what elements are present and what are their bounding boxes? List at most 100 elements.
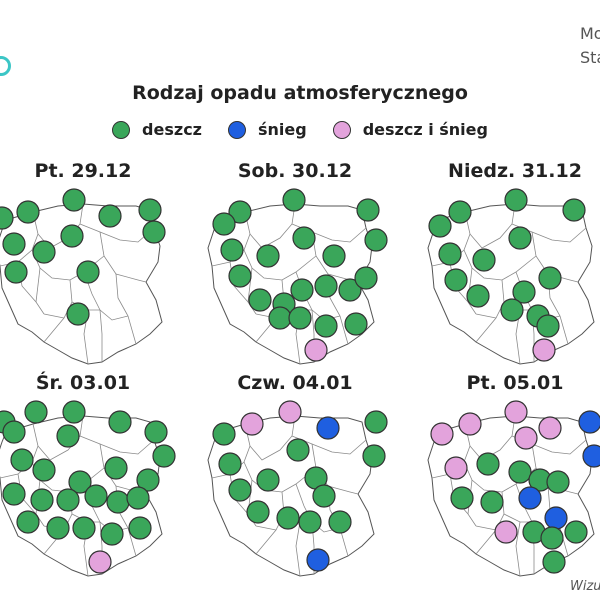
- poland-map: [207, 188, 388, 365]
- corner-text: Mo Sta: [580, 22, 600, 70]
- station-marker-deszcz: [438, 242, 462, 266]
- panel-date: Pt. 29.12: [34, 160, 132, 182]
- station-marker-deszcz: [322, 244, 346, 268]
- poland-outline: [0, 203, 163, 365]
- station-marker-deszcz-i-snieg: [278, 400, 302, 424]
- station-marker-deszcz: [504, 188, 528, 212]
- voivodeship-border: [99, 309, 103, 362]
- map-panel-4: Śr. 03.01: [0, 372, 178, 587]
- station-marker-deszcz: [76, 260, 100, 284]
- station-marker-deszcz: [288, 306, 312, 330]
- legend-swatch-deszcz-i-snieg: [332, 120, 351, 139]
- station-marker-deszcz: [362, 444, 386, 468]
- station-marker-deszcz: [72, 516, 96, 540]
- legend-label-snieg: śnieg: [257, 120, 307, 139]
- station-marker-deszcz-i-snieg: [240, 412, 264, 436]
- station-marker-deszcz: [228, 478, 252, 502]
- station-marker-deszcz: [268, 306, 292, 330]
- station-marker-deszcz: [152, 444, 176, 468]
- station-marker-deszcz: [16, 510, 40, 534]
- station-marker-deszcz: [298, 510, 322, 534]
- station-marker-deszcz: [314, 274, 338, 298]
- station-marker-deszcz: [108, 410, 132, 434]
- station-marker-deszcz: [100, 522, 124, 546]
- station-marker-deszcz: [286, 438, 310, 462]
- voivodeship-border: [79, 435, 155, 455]
- legend-item-deszcz-i-snieg: deszcz i śnieg: [332, 120, 488, 139]
- corner-text-line-2: Sta: [580, 48, 600, 67]
- station-marker-deszcz: [450, 486, 474, 510]
- station-marker-deszcz: [538, 266, 562, 290]
- footer-credit: Wizu: [570, 579, 600, 594]
- station-marker-deszcz-i-snieg: [514, 426, 538, 450]
- station-marker-snieg: [582, 444, 600, 468]
- station-marker-deszcz: [30, 488, 54, 512]
- legend-item-deszcz: deszcz: [112, 120, 202, 139]
- voivodeship-border: [79, 223, 155, 243]
- station-marker-deszcz: [444, 268, 468, 292]
- station-marker-deszcz: [562, 198, 586, 222]
- station-marker-snieg: [578, 410, 600, 434]
- station-marker-deszcz: [542, 550, 566, 574]
- panel-date: Czw. 04.01: [237, 372, 353, 394]
- station-marker-deszcz: [106, 490, 130, 514]
- station-marker-deszcz: [354, 266, 378, 290]
- station-marker-deszcz: [62, 188, 86, 212]
- station-marker-deszcz-i-snieg: [88, 550, 112, 574]
- station-marker-deszcz: [16, 200, 40, 224]
- station-marker-deszcz: [472, 248, 496, 272]
- corner-text-line-1: Mo: [580, 24, 600, 43]
- station-marker-deszcz-i-snieg: [538, 416, 562, 440]
- map-panel-6: Pt. 05.01: [420, 372, 600, 587]
- voivodeship-border: [469, 415, 516, 461]
- station-marker-deszcz: [142, 220, 166, 244]
- station-marker-deszcz: [508, 460, 532, 484]
- poland-map: [427, 188, 595, 365]
- station-marker-deszcz: [540, 526, 564, 550]
- station-marker-deszcz-i-snieg: [458, 412, 482, 436]
- voivodeship-border: [249, 415, 296, 461]
- map-panel-3: Niedz. 31.12: [420, 160, 600, 375]
- voivodeship-border: [515, 521, 521, 577]
- voivodeship-border: [469, 203, 516, 249]
- station-marker-deszcz: [476, 452, 500, 476]
- voivodeship-border: [295, 521, 301, 577]
- voivodeship-border: [243, 249, 317, 281]
- station-marker-deszcz: [60, 224, 84, 248]
- station-marker-deszcz: [46, 516, 70, 540]
- station-marker-deszcz: [256, 244, 280, 268]
- station-marker-deszcz: [62, 400, 86, 424]
- legend-label-deszcz-i-snieg: deszcz i śnieg: [362, 120, 488, 139]
- station-marker-deszcz: [66, 302, 90, 326]
- voivodeship-border: [475, 525, 497, 531]
- station-marker-deszcz: [500, 298, 524, 322]
- station-marker-deszcz: [32, 458, 56, 482]
- station-marker-deszcz: [212, 212, 236, 236]
- station-marker-deszcz: [564, 520, 588, 544]
- station-marker-deszcz: [104, 456, 128, 480]
- station-marker-deszcz: [292, 226, 316, 250]
- station-marker-deszcz: [290, 278, 314, 302]
- legend-label-deszcz: deszcz: [142, 120, 202, 139]
- station-marker-deszcz: [276, 506, 300, 530]
- station-marker-deszcz: [4, 260, 28, 284]
- poland-map: [427, 400, 600, 577]
- voivodeship-border: [255, 525, 277, 531]
- station-marker-deszcz: [248, 288, 272, 312]
- voivodeship-border: [475, 313, 497, 319]
- poland-map: [0, 400, 176, 577]
- station-marker-deszcz: [56, 424, 80, 448]
- station-marker-deszcz: [32, 240, 56, 264]
- station-marker-deszcz: [512, 280, 536, 304]
- station-marker-deszcz: [218, 452, 242, 476]
- station-marker-deszcz-i-snieg: [504, 400, 528, 424]
- station-marker-deszcz: [2, 232, 26, 256]
- station-marker-deszcz: [24, 400, 48, 424]
- station-marker-deszcz: [212, 422, 236, 446]
- poland-map: [0, 188, 166, 365]
- voivodeship-border: [43, 313, 65, 319]
- legend-swatch-snieg: [227, 120, 246, 139]
- station-marker-deszcz: [364, 228, 388, 252]
- station-marker-deszcz: [68, 470, 92, 494]
- station-marker-deszcz: [98, 204, 122, 228]
